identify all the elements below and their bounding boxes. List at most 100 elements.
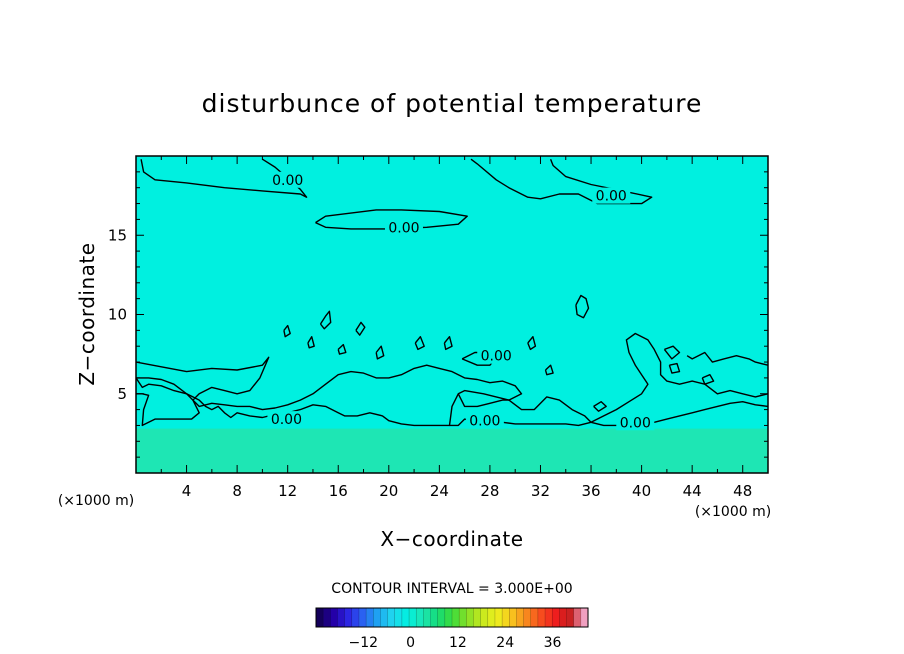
y-axis-ticks: 5 10 15	[108, 171, 768, 458]
y-tick-label-15: 15	[108, 226, 127, 244]
colorbar-cells	[315, 607, 589, 628]
contour-line-22	[527, 336, 537, 351]
x-tick-label-8: 8	[232, 482, 242, 500]
colorbar: −12 0 12 24 36	[315, 607, 589, 651]
x-tick-label-32: 32	[531, 482, 550, 500]
contour-line-18	[283, 324, 291, 338]
colorbar-cell-21	[466, 607, 475, 628]
contour-line-1	[470, 158, 653, 205]
colorbar-cell-24	[487, 607, 496, 628]
colorbar-cell-31	[537, 607, 546, 628]
colorbar-tick-label-4: 36	[544, 635, 562, 651]
plot-area: 0.00 0.00 0.00 0.00 0.00 0.00 0.00	[135, 155, 769, 474]
contour-label-5: 0.00	[620, 415, 651, 431]
contour-line-9	[575, 294, 590, 319]
colorbar-cell-19	[451, 607, 460, 628]
colorbar-cell-22	[473, 607, 482, 628]
contour-line-2	[315, 209, 468, 230]
contour-line-24	[307, 336, 315, 349]
boundary-layer-fill	[136, 428, 768, 473]
contour-line-4	[136, 377, 200, 427]
colorbar-cell-23	[480, 607, 489, 628]
colorbar-cell-6	[358, 607, 367, 628]
colorbar-tick-label-0: −12	[349, 635, 379, 651]
colorbar-cell-9	[380, 607, 389, 628]
x-tick-label-12: 12	[278, 482, 297, 500]
colorbar-cell-37	[580, 607, 589, 628]
colorbar-ticks: −12 0 12 24 36	[349, 635, 562, 651]
contour-labels: 0.00 0.00 0.00 0.00 0.00 0.00 0.00	[267, 171, 655, 431]
contour-interval-text: CONTOUR INTERVAL = 3.000E+00	[331, 581, 572, 597]
contour-label-bg-6	[477, 347, 516, 364]
contour-line-3	[136, 356, 523, 427]
contour-label-0: 0.00	[272, 173, 303, 189]
contour-label-bg-5	[616, 414, 655, 431]
contour-line-21	[375, 345, 385, 360]
y-tick-label-10: 10	[108, 306, 127, 324]
contour-line-12	[668, 362, 681, 374]
colorbar-cell-28	[516, 607, 525, 628]
colorbar-tick-label-2: 12	[449, 635, 467, 651]
contour-label-bg-0	[268, 171, 307, 188]
x-axis-ticks: 4 8 12 16 20 24 28 32 36 40 44 48	[160, 156, 752, 500]
colorbar-cell-3	[337, 607, 346, 628]
contour-label-1: 0.00	[596, 189, 627, 205]
x-tick-label-4: 4	[182, 482, 192, 500]
colorbar-cell-1	[322, 607, 331, 628]
colorbar-cell-25	[494, 607, 503, 628]
x-axis-label: X−coordinate	[380, 527, 523, 551]
colorbar-cell-35	[566, 607, 575, 628]
colorbar-cell-8	[373, 607, 381, 628]
colorbar-cell-27	[509, 607, 517, 628]
colorbar-cell-10	[387, 607, 396, 628]
colorbar-tick-label-3: 24	[496, 635, 514, 651]
contour-line-16	[355, 321, 366, 336]
contour-label-3: 0.00	[271, 412, 302, 428]
contour-label-bg-1	[592, 187, 631, 204]
colorbar-cell-30	[530, 607, 539, 628]
y-unit-label: (×1000 m)	[58, 493, 134, 509]
colorbar-cell-7	[365, 607, 374, 628]
colorbar-cell-0	[315, 607, 324, 628]
colorbar-cell-32	[544, 607, 553, 628]
x-unit-label: (×1000 m)	[695, 504, 771, 520]
contour-line-17	[337, 343, 347, 355]
contour-line-20	[443, 336, 453, 351]
colorbar-cell-20	[458, 607, 467, 628]
colorbar-cell-12	[401, 607, 410, 628]
contour-label-bg-4	[465, 412, 504, 429]
contour-label-bg-2	[384, 219, 423, 236]
contour-line-11	[663, 345, 681, 360]
colorbar-tick-label-1: 0	[406, 635, 415, 651]
colorbar-cell-4	[344, 607, 353, 628]
x-tick-label-40: 40	[632, 482, 651, 500]
contour-line-6	[590, 332, 768, 423]
contour-line-14	[701, 374, 715, 385]
colorbar-cell-13	[408, 607, 417, 628]
y-tick-label-5: 5	[117, 385, 127, 403]
colorbar-cell-26	[501, 607, 510, 628]
colorbar-cell-2	[330, 607, 339, 628]
chart-title: disturbunce of potential temperature	[202, 89, 703, 118]
contour-label-6: 0.00	[481, 349, 512, 365]
contour-line-19	[414, 336, 425, 351]
x-tick-label-44: 44	[683, 482, 702, 500]
colorbar-cell-34	[559, 607, 568, 628]
colorbar-cell-11	[394, 607, 403, 628]
contour-label-bg-3	[267, 411, 306, 428]
contour-line-13	[593, 401, 607, 412]
x-tick-label-36: 36	[581, 482, 600, 500]
x-tick-label-48: 48	[733, 482, 752, 500]
colorbar-cell-18	[444, 607, 453, 628]
contour-label-4: 0.00	[469, 414, 500, 430]
colorbar-frame	[315, 607, 589, 628]
colorbar-cell-5	[351, 607, 360, 628]
colorbar-cell-16	[430, 607, 439, 628]
colorbar-cell-36	[573, 607, 582, 628]
x-tick-label-16: 16	[329, 482, 348, 500]
colorbar-cell-29	[523, 607, 532, 628]
x-tick-label-28: 28	[480, 482, 499, 500]
colorbar-cell-14	[415, 607, 424, 628]
contour-line-15	[319, 310, 332, 330]
